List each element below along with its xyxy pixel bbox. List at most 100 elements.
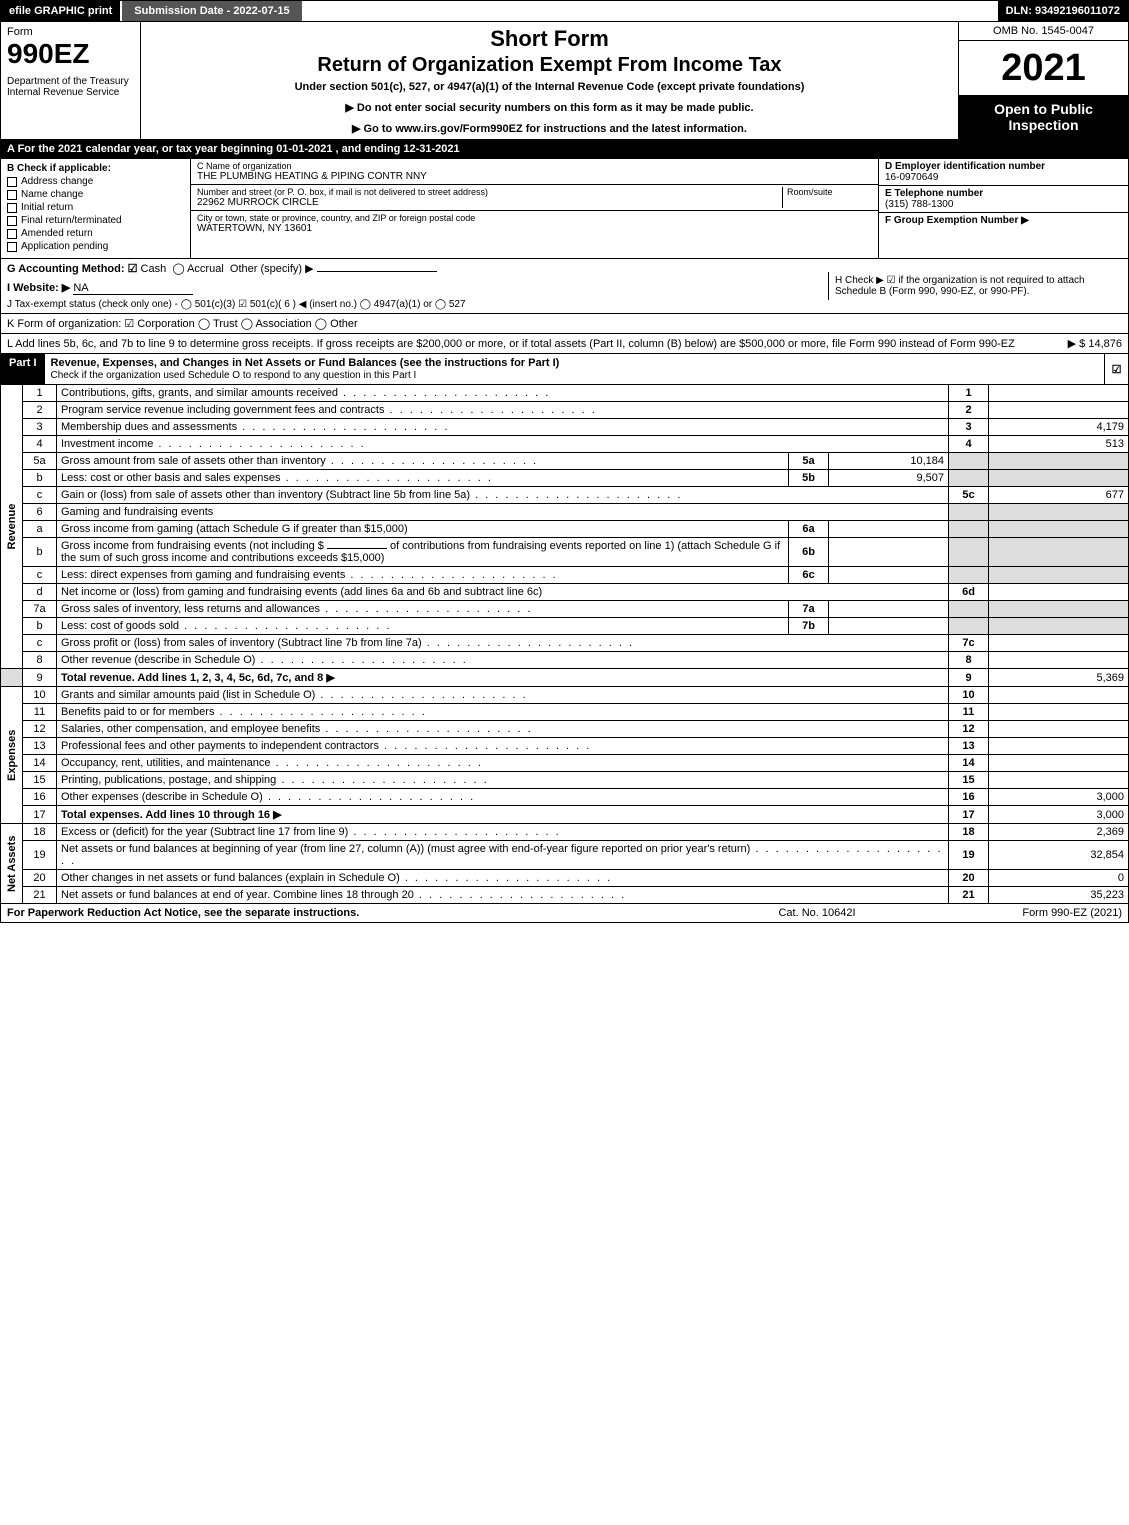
table-row: Net Assets 18 Excess or (deficit) for th… (1, 824, 1129, 841)
line-right-num: 18 (949, 824, 989, 841)
shaded-cell (989, 618, 1129, 635)
line-right-num: 2 (949, 402, 989, 419)
check-label: Name change (21, 189, 83, 200)
line-num: 5a (23, 453, 57, 470)
line-num: b (23, 470, 57, 487)
line-num: 14 (23, 755, 57, 772)
table-row: 20 Other changes in net assets or fund b… (1, 870, 1129, 887)
header-right: OMB No. 1545-0047 2021 Open to Public In… (958, 22, 1128, 139)
line-num: a (23, 521, 57, 538)
line-value: 0 (989, 870, 1129, 887)
check-name-change[interactable]: Name change (7, 189, 184, 200)
part1-header: Part I Revenue, Expenses, and Changes in… (0, 354, 1129, 385)
line-num: c (23, 487, 57, 504)
table-row: 15 Printing, publications, postage, and … (1, 772, 1129, 789)
form-header: Form 990EZ Department of the Treasury In… (0, 22, 1129, 140)
c-name-label: C Name of organization (197, 161, 872, 171)
table-row: Revenue 1 Contributions, gifts, grants, … (1, 385, 1129, 402)
check-amended-return[interactable]: Amended return (7, 228, 184, 239)
line-num: 21 (23, 887, 57, 904)
subline-value (829, 618, 949, 635)
subline-num: 7a (789, 601, 829, 618)
line-desc: Gaming and fundraising events (57, 504, 949, 521)
row-l: L Add lines 5b, 6c, and 7b to line 9 to … (0, 334, 1129, 354)
line-right-num: 17 (949, 806, 989, 824)
telephone: (315) 788-1300 (885, 199, 1122, 210)
line-value: 5,369 (989, 669, 1129, 687)
table-row: 3 Membership dues and assessments 3 4,17… (1, 419, 1129, 436)
line-desc: Salaries, other compensation, and employ… (57, 721, 949, 738)
c-city-label: City or town, state or province, country… (197, 213, 872, 223)
line-right-num: 10 (949, 687, 989, 704)
room-suite-label: Room/suite (787, 187, 872, 197)
table-row: 9 Total revenue. Add lines 1, 2, 3, 4, 5… (1, 669, 1129, 687)
header-center: Short Form Return of Organization Exempt… (141, 22, 958, 139)
line-desc: Other revenue (describe in Schedule O) (57, 652, 949, 669)
table-row: 5a Gross amount from sale of assets othe… (1, 453, 1129, 470)
shaded-cell (989, 538, 1129, 567)
i-label: I Website: ▶ (7, 282, 70, 294)
ein: 16-0970649 (885, 172, 1122, 183)
table-row: 13 Professional fees and other payments … (1, 738, 1129, 755)
line-desc: Gross profit or (loss) from sales of inv… (57, 635, 949, 652)
line-desc: Total expenses. Add lines 10 through 16 … (57, 806, 949, 824)
department: Department of the Treasury Internal Reve… (7, 76, 134, 98)
efile-print[interactable]: efile GRAPHIC print (1, 1, 120, 21)
line-desc: Less: cost or other basis and sales expe… (57, 470, 789, 487)
line-right-num: 15 (949, 772, 989, 789)
topbar: efile GRAPHIC print Submission Date - 20… (0, 0, 1129, 22)
subline-num: 7b (789, 618, 829, 635)
line-num: 7a (23, 601, 57, 618)
line-right-num: 20 (949, 870, 989, 887)
footer-mid: Cat. No. 10642I (692, 907, 942, 919)
line-num: 8 (23, 652, 57, 669)
irs-link-note[interactable]: ▶ Go to www.irs.gov/Form990EZ for instru… (147, 122, 952, 135)
line-right-num: 12 (949, 721, 989, 738)
line-value (989, 402, 1129, 419)
check-final-return[interactable]: Final return/terminated (7, 215, 184, 226)
shaded-cell (949, 567, 989, 584)
row-gh: G Accounting Method: ☑ Cash ◯ Accrual Ot… (0, 259, 1129, 314)
subline-value (829, 601, 949, 618)
header-left: Form 990EZ Department of the Treasury In… (1, 22, 141, 139)
table-row: 16 Other expenses (describe in Schedule … (1, 789, 1129, 806)
line-desc: Gain or (loss) from sale of assets other… (57, 487, 949, 504)
check-label: Application pending (21, 241, 108, 252)
check-application-pending[interactable]: Application pending (7, 241, 184, 252)
side-revenue: Revenue (1, 385, 23, 669)
shaded-cell (949, 538, 989, 567)
part1-title: Revenue, Expenses, and Changes in Net As… (51, 357, 560, 369)
g-label: G Accounting Method: (7, 263, 125, 275)
check-address-change[interactable]: Address change (7, 176, 184, 187)
subline-value (829, 538, 949, 567)
open-public: Open to Public Inspection (959, 95, 1128, 139)
line-right-num: 21 (949, 887, 989, 904)
line-num: 6 (23, 504, 57, 521)
form-title: Return of Organization Exempt From Incom… (147, 54, 952, 77)
shaded-cell (989, 504, 1129, 521)
line-value (989, 385, 1129, 402)
b-head: B Check if applicable: (7, 163, 184, 174)
part1-checkbox[interactable]: ☑ (1104, 354, 1128, 384)
line-desc: Gross income from fundraising events (no… (57, 538, 789, 567)
check-label: Initial return (21, 202, 73, 213)
check-initial-return[interactable]: Initial return (7, 202, 184, 213)
table-row: 11 Benefits paid to or for members 11 (1, 704, 1129, 721)
line-right-num: 7c (949, 635, 989, 652)
shaded-cell (989, 567, 1129, 584)
line-num: 1 (23, 385, 57, 402)
subline-num: 6b (789, 538, 829, 567)
table-row: c Gross profit or (loss) from sales of i… (1, 635, 1129, 652)
arrow-icon: ▶ (326, 672, 334, 684)
arrow-icon: ▶ (273, 809, 281, 821)
line-right-num: 1 (949, 385, 989, 402)
shaded-cell (989, 470, 1129, 487)
f-head: F Group Exemption Number ▶ (885, 215, 1122, 226)
table-row: 2 Program service revenue including gove… (1, 402, 1129, 419)
line-value (989, 755, 1129, 772)
shaded-cell (989, 521, 1129, 538)
table-row: d Net income or (loss) from gaming and f… (1, 584, 1129, 601)
row-g: G Accounting Method: ☑ Cash ◯ Accrual Ot… (1, 259, 822, 313)
line-value (989, 635, 1129, 652)
line-num: 20 (23, 870, 57, 887)
